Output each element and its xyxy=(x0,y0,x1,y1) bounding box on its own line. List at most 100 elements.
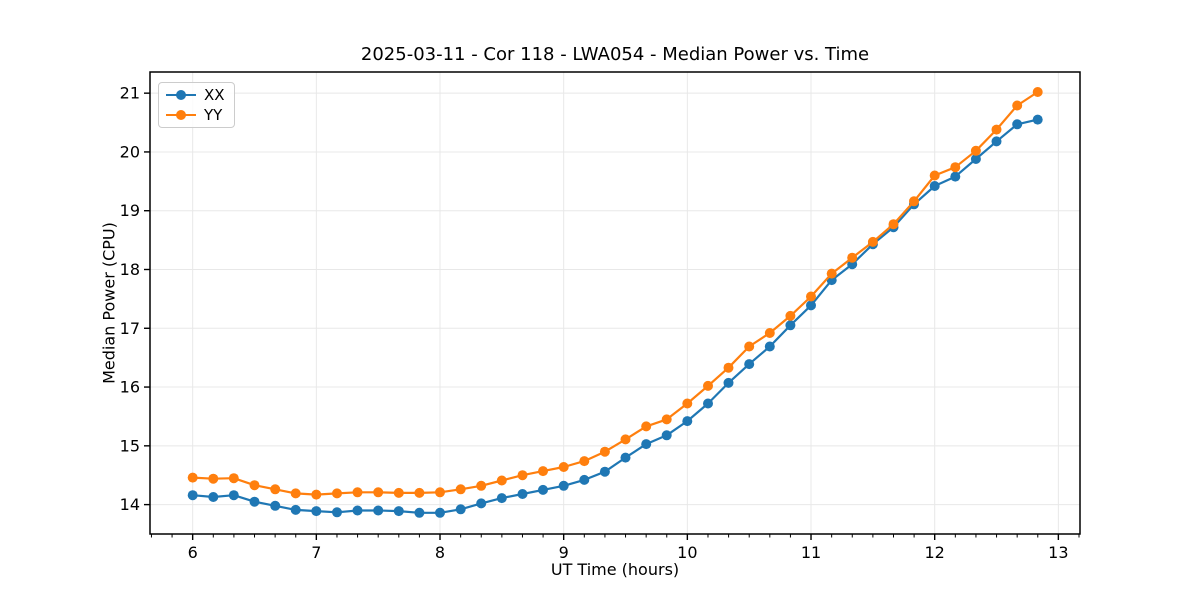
legend-marker-xx-icon xyxy=(166,90,196,100)
series-marker-xx xyxy=(723,377,734,388)
x-tick-label: 8 xyxy=(435,543,445,562)
series-marker-yy xyxy=(620,434,631,445)
series-marker-xx xyxy=(744,359,755,370)
series-marker-xx xyxy=(249,496,260,507)
x-tick-label: 7 xyxy=(311,543,321,562)
series-marker-yy xyxy=(970,145,981,156)
series-marker-yy xyxy=(785,310,796,321)
series-marker-xx xyxy=(208,492,219,502)
series-marker-xx xyxy=(290,504,301,515)
series-marker-yy xyxy=(373,487,384,498)
series-marker-xx xyxy=(785,320,796,331)
series-marker-yy xyxy=(270,484,281,495)
series-marker-yy xyxy=(909,196,919,207)
series-marker-xx xyxy=(332,507,342,518)
series-marker-xx xyxy=(538,484,548,495)
series-marker-yy xyxy=(1012,100,1023,111)
series-marker-xx xyxy=(764,341,775,352)
series-marker-yy xyxy=(682,398,693,409)
series-marker-xx xyxy=(970,154,981,164)
series-marker-yy xyxy=(806,291,816,302)
series-marker-yy xyxy=(847,252,858,263)
x-tick-label: 12 xyxy=(925,543,945,562)
axes-frame xyxy=(149,71,1081,535)
legend-label-yy: YY xyxy=(204,106,223,124)
series-marker-xx xyxy=(1012,119,1023,130)
chart-title: 2025-03-11 - Cor 118 - LWA054 - Median P… xyxy=(360,44,870,65)
series-marker-yy xyxy=(332,488,342,499)
y-tick-label: 19 xyxy=(120,201,140,220)
y-tick-label: 18 xyxy=(120,260,140,279)
series-marker-yy xyxy=(744,341,755,352)
series-marker-yy xyxy=(352,487,363,498)
series-marker-xx xyxy=(270,500,281,511)
series-marker-xx xyxy=(579,474,590,485)
legend: XX YY xyxy=(158,82,235,128)
x-axis-label: UT Time (hours) xyxy=(550,560,680,579)
series-marker-xx xyxy=(641,439,652,450)
series-marker-xx xyxy=(517,489,528,499)
series-marker-yy xyxy=(496,475,507,486)
series-marker-yy xyxy=(311,489,322,500)
series-marker-xx xyxy=(929,181,940,191)
series-marker-yy xyxy=(929,170,940,181)
series-marker-yy xyxy=(228,473,239,484)
series-marker-yy xyxy=(187,472,198,483)
series-marker-yy xyxy=(558,462,569,472)
series-marker-yy xyxy=(476,480,487,491)
y-tick-label: 17 xyxy=(120,319,140,338)
series-marker-xx xyxy=(352,505,363,516)
series-marker-xx xyxy=(455,504,466,515)
series-marker-yy xyxy=(208,473,219,484)
x-tick-label: 6 xyxy=(188,543,198,562)
series-marker-xx xyxy=(682,416,693,427)
series-marker-yy xyxy=(517,470,528,481)
y-tick-label: 15 xyxy=(120,436,140,455)
series-marker-xx xyxy=(414,507,425,518)
series-marker-yy xyxy=(393,487,404,498)
series-marker-xx xyxy=(703,398,713,409)
series-marker-xx xyxy=(661,430,672,441)
series-marker-yy xyxy=(641,421,652,432)
series-marker-yy xyxy=(867,236,878,247)
series-marker-xx xyxy=(476,498,487,509)
series-marker-xx xyxy=(599,466,610,477)
legend-marker-yy-icon xyxy=(166,110,196,120)
series-marker-xx xyxy=(558,480,569,491)
series-marker-xx xyxy=(620,452,631,463)
series-marker-yy xyxy=(290,488,301,499)
series-marker-yy xyxy=(538,466,548,477)
series-marker-yy xyxy=(991,124,1002,135)
series-marker-yy xyxy=(661,414,672,425)
series-marker-yy xyxy=(826,268,837,279)
series-marker-xx xyxy=(373,505,384,516)
x-tick-label: 9 xyxy=(559,543,569,562)
y-tick-label: 14 xyxy=(120,495,140,514)
series-marker-yy xyxy=(764,328,775,338)
series-marker-yy xyxy=(414,487,425,498)
series-marker-yy xyxy=(888,219,899,230)
series-marker-xx xyxy=(311,506,322,517)
series-marker-xx xyxy=(991,136,1002,147)
x-tick-label: 11 xyxy=(801,543,821,562)
y-axis-label: Median Power (CPU) xyxy=(99,222,119,384)
series-marker-yy xyxy=(599,446,610,457)
series-marker-yy xyxy=(435,487,445,498)
series-marker-yy xyxy=(723,362,734,373)
series-marker-yy xyxy=(249,480,260,491)
legend-label-xx: XX xyxy=(204,86,225,104)
y-tick-label: 16 xyxy=(120,378,140,397)
x-tick-label: 10 xyxy=(677,543,697,562)
x-tick-label: 13 xyxy=(1048,543,1068,562)
series-line-xx xyxy=(191,118,1039,514)
series-marker-xx xyxy=(435,507,445,518)
series-marker-xx xyxy=(496,493,507,504)
series-marker-xx xyxy=(950,171,961,182)
series-marker-yy xyxy=(950,162,961,173)
y-tick-label: 20 xyxy=(120,142,140,161)
series-marker-yy xyxy=(455,484,466,495)
series-marker-xx xyxy=(228,490,239,501)
legend-item-yy: YY xyxy=(166,107,225,123)
